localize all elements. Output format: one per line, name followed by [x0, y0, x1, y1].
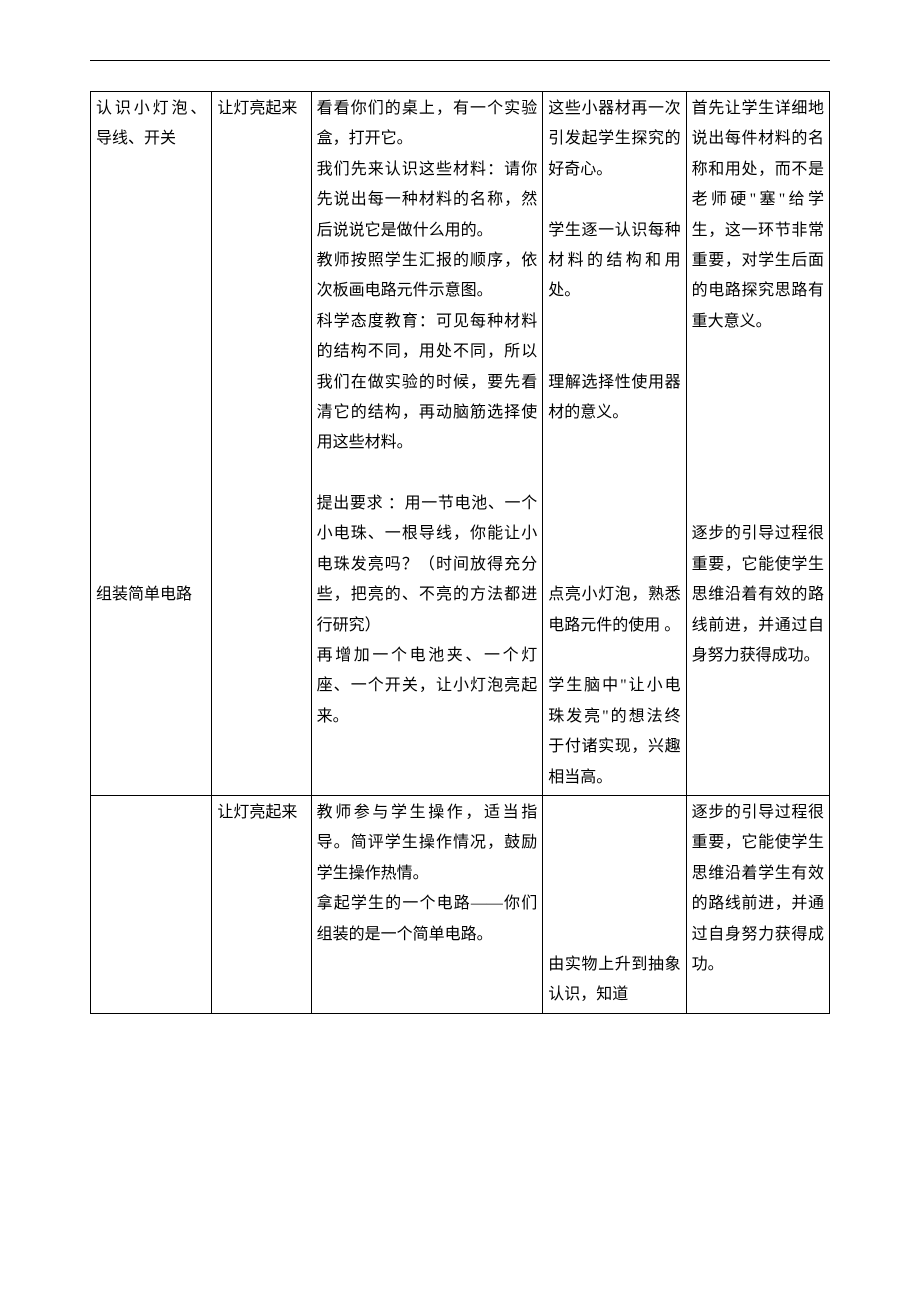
lesson-plan-table: 认识小灯泡、导线、开关 组装简单电路 让灯亮起来 看看你们的桌上，有一个实验盒，…	[90, 91, 830, 1014]
cell-design-intent: 逐步的引导过程很重要，它能使学生思维沿着学生有效的路线前进，并通过自身努力获得成…	[686, 795, 829, 1013]
text: 拿起学生的一个电路——你们组装的是一个简单电路。	[317, 889, 538, 950]
text: 首先让学生详细地说出每件材料的名称和用处，而不是老师硬"塞"给学生，这一环节非常…	[692, 94, 824, 337]
cell-student-activity: 由实物上升到抽象认识，知道	[543, 795, 686, 1013]
text: 让灯亮起来	[217, 798, 305, 828]
text: 提出要求 ：用一节电池、一个小电珠、一根导线，你能让小电珠发亮吗？（时间放得充分…	[317, 489, 538, 641]
cell-student-activity: 这些小器材再一次引发起学生探究的好奇心。 学生逐一认识每种材料的结构和用处。 理…	[543, 92, 686, 796]
cell-stage: 认识小灯泡、导线、开关 组装简单电路	[91, 92, 212, 796]
text: 点亮小灯泡，熟悉电路元件的使用 。	[548, 580, 680, 641]
table-row: 让灯亮起来 教师参与学生操作，适当指导。简评学生操作情况，鼓励学生操作热情。 拿…	[91, 795, 830, 1013]
text: 认识小灯泡、导线、开关	[96, 94, 206, 155]
text: 科学态度教育：可见每种材料的结构不同，用处不同，所以我们在做实验的时候，要先看清…	[317, 307, 538, 459]
table-row: 认识小灯泡、导线、开关 组装简单电路 让灯亮起来 看看你们的桌上，有一个实验盒，…	[91, 92, 830, 796]
text: 教师参与学生操作，适当指导。简评学生操作情况，鼓励学生操作热情。	[317, 798, 538, 889]
cell-design-intent: 首先让学生详细地说出每件材料的名称和用处，而不是老师硬"塞"给学生，这一环节非常…	[686, 92, 829, 796]
text: 逐步的引导过程很重要，它能使学生思维沿着学生有效的路线前进，并通过自身努力获得成…	[692, 798, 824, 980]
text: 由实物上升到抽象认识，知道	[548, 950, 680, 1011]
text: 教师按照学生汇报的顺序，依次板画电路元件示意图。	[317, 246, 538, 307]
cell-teacher-activity: 教师参与学生操作，适当指导。简评学生操作情况，鼓励学生操作热情。 拿起学生的一个…	[311, 795, 543, 1013]
text: 看看你们的桌上，有一个实验盒，打开它。	[317, 94, 538, 155]
document-page: 认识小灯泡、导线、开关 组装简单电路 让灯亮起来 看看你们的桌上，有一个实验盒，…	[0, 0, 920, 1302]
text: 我们先来认识这些材料：请你先说出每一种材料的名称，然后说说它是做什么用的。	[317, 155, 538, 246]
header-rule	[90, 60, 830, 61]
text: 组装简单电路	[96, 580, 206, 610]
cell-teacher-activity: 看看你们的桌上，有一个实验盒，打开它。 我们先来认识这些材料：请你先说出每一种材…	[311, 92, 543, 796]
text: 理解选择性使用器材的意义。	[548, 368, 680, 429]
cell-stage	[91, 795, 212, 1013]
cell-objective: 让灯亮起来	[212, 795, 311, 1013]
text: 学生脑中"让小电珠发亮"的想法终于付诸实现，兴趣相当高。	[548, 671, 680, 793]
cell-objective: 让灯亮起来	[212, 92, 311, 796]
text: 让灯亮起来	[217, 94, 305, 124]
text: 学生逐一认识每种材料的结构和用处。	[548, 216, 680, 307]
text: 逐步的引导过程很重要，它能使学生思维沿着有效的路线前进，并通过自身努力获得成功。	[692, 519, 824, 671]
text: 再增加一个电池夹、一个灯座、一个开关，让小灯泡亮起来。	[317, 641, 538, 732]
text: 这些小器材再一次引发起学生探究的好奇心。	[548, 94, 680, 185]
